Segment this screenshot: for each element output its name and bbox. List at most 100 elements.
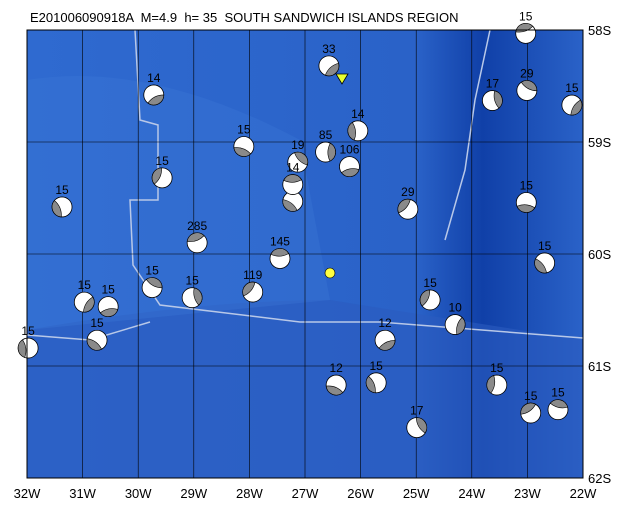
depth-label: 15 [423, 276, 437, 290]
depth-label: 145 [270, 234, 290, 248]
beachball-wedge [486, 375, 496, 394]
depth-label: 15 [369, 359, 383, 373]
map-title: E201006090918A M=4.9 h= 35 SOUTH SANDWIC… [30, 10, 458, 25]
focal-mechanism: 14 [143, 71, 165, 106]
depth-label: 17 [486, 77, 500, 91]
focal-mechanism: 14 [282, 161, 304, 195]
depth-label: 19 [291, 138, 305, 152]
depth-label: 14 [286, 161, 300, 175]
map-frame [26, 29, 584, 479]
focal-mechanism: 85 [315, 128, 336, 163]
depth-label: 12 [329, 361, 343, 375]
beachball-wedge [415, 417, 428, 434]
beachball-wedge [397, 198, 411, 214]
focal-mechanism: 15 [181, 274, 203, 309]
focal-mechanism: 12 [325, 361, 347, 396]
focal-mechanism: 15 [515, 178, 537, 213]
beachball-wedge [270, 248, 290, 257]
depth-label: 14 [351, 107, 365, 121]
focal-mechanism: 15 [547, 386, 569, 421]
depth-label: 15 [490, 361, 504, 375]
epicenter-marker [324, 267, 336, 279]
beachball-wedge [493, 90, 503, 109]
beachball-wedge [419, 289, 431, 307]
beachball-wedge [151, 167, 162, 185]
beachball-wedge [516, 204, 536, 213]
beachball-wedge [365, 375, 376, 394]
focal-mechanism: 15 [86, 316, 108, 351]
focal-mechanism: 15 [515, 9, 537, 44]
depth-label: 17 [410, 404, 424, 418]
boundary-line [444, 29, 491, 241]
beachball-wedge [378, 340, 396, 351]
focal-mechanism: 32 [282, 177, 304, 212]
focal-mechanism: 12 [374, 316, 396, 351]
focal-mechanism: 14 [347, 107, 369, 142]
tick-labels: 32W 31W 30W 29W 28W 27W 26W 25W 24W 23W 22W 58S 59S 6… [14, 23, 612, 501]
focal-mechanism: 29 [397, 185, 419, 220]
depth-label: 106 [339, 143, 359, 157]
beachball-wedge [282, 199, 298, 212]
depth-label: 15 [78, 278, 92, 292]
beachball-wedge [294, 151, 309, 166]
depth-label: 15 [155, 154, 169, 168]
beachball-wedge [347, 121, 356, 141]
depth-label: 15 [21, 324, 35, 338]
depth-label: 15 [55, 183, 69, 197]
lat-tick-label: 58S [588, 23, 611, 38]
beachball-wedge [193, 287, 203, 306]
focal-mechanism: 15 [365, 359, 387, 394]
depth-label: 15 [237, 122, 251, 136]
focal-mechanism: 15 [141, 264, 163, 299]
beachball-wedge [99, 308, 119, 317]
depth-label: 15 [185, 274, 199, 288]
focal-mechanism: 145 [269, 234, 291, 269]
focal-mechanism: 15 [534, 239, 556, 274]
depth-label: 15 [524, 389, 538, 403]
lon-tick-label: 26W [347, 486, 374, 501]
beachball-wedge [327, 142, 336, 162]
beachball-wedge [534, 258, 547, 274]
focal-mechanism: 106 [339, 143, 360, 178]
depth-label: 15 [538, 239, 552, 253]
depth-label: 15 [90, 316, 104, 330]
beachball-wedge [520, 402, 537, 415]
beachball-wedge [145, 277, 163, 289]
lon-tick-label: 30W [125, 486, 152, 501]
focal-mechanism: 119 [242, 268, 264, 303]
focal-mechanism: 29 [516, 66, 538, 101]
depth-label: 15 [565, 81, 579, 95]
depth-label: 15 [145, 264, 159, 278]
beachball-wedge [341, 168, 360, 177]
focal-mechanism: 15 [520, 389, 542, 424]
lon-tick-label: 31W [69, 486, 96, 501]
depth-label: 29 [520, 66, 534, 80]
focal-mechanism: 15 [233, 122, 255, 157]
depth-label: 285 [187, 219, 207, 233]
beachball-wedge [83, 296, 95, 313]
depth-label: 119 [243, 268, 262, 282]
lon-tick-label: 22W [570, 486, 597, 501]
volcano-marker [335, 73, 349, 85]
beachball-wedge [570, 99, 583, 116]
focal-mechanism: 15 [73, 278, 95, 313]
focal-mechanism: 15 [486, 361, 508, 396]
depth-label: 29 [401, 185, 415, 199]
lon-tick-label: 25W [403, 486, 430, 501]
lat-tick-label: 61S [588, 359, 611, 374]
lon-tick-label: 32W [14, 486, 41, 501]
focal-mechanism: 15 [97, 283, 119, 318]
lon-tick-label: 23W [514, 486, 541, 501]
lat-tick-label: 62S [588, 471, 611, 486]
beachball-wedge [17, 339, 27, 358]
depth-label: 15 [101, 283, 115, 297]
lat-tick-label: 60S [588, 247, 611, 262]
depth-label: 15 [519, 9, 533, 23]
lon-tick-label: 27W [292, 486, 319, 501]
focal-mechanism: 15 [51, 183, 73, 218]
depth-label: 12 [378, 316, 392, 330]
focal-mechanism: 15 [151, 154, 173, 189]
focal-mechanism: 10 [444, 301, 466, 335]
beachball-wedge [325, 385, 344, 396]
focal-mechanism: 15 [419, 276, 441, 311]
